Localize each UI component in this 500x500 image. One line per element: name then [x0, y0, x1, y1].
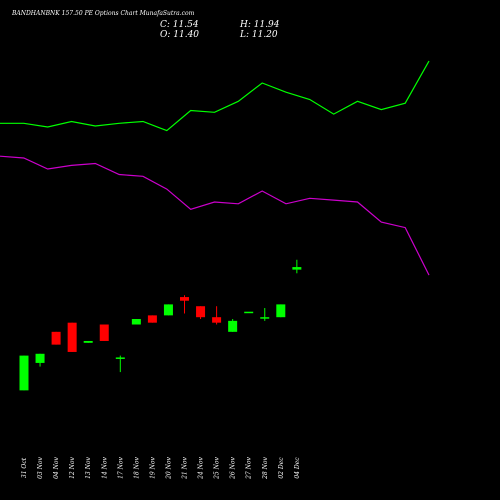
x-tick-label: 02 Dec — [278, 457, 285, 479]
candle — [292, 259, 302, 274]
x-tick-label: 27 Nov — [246, 456, 253, 479]
low-value: L: 11.20 — [239, 30, 278, 40]
x-tick-label: 04 Dec — [294, 457, 301, 479]
candle — [163, 304, 173, 316]
candle — [131, 319, 141, 325]
x-axis-labels: 31 Oct 03 Nov 04 Nov 12 Nov 13 Nov 14 Nov 17 N… — [21, 456, 301, 479]
candle — [260, 308, 270, 321]
candle — [276, 304, 286, 318]
candle-body — [260, 317, 270, 319]
candle-body — [180, 297, 189, 301]
x-tick-label: 18 Nov — [133, 456, 140, 478]
candle — [115, 355, 125, 373]
candle-body — [67, 322, 77, 352]
x-tick-label: 25 Nov — [214, 456, 221, 479]
candle — [19, 355, 29, 391]
candle-body — [35, 353, 45, 363]
x-tick-label: 12 Nov — [69, 456, 76, 478]
candle-body — [99, 324, 109, 341]
lower-band-line — [0, 155, 430, 276]
candle-body — [83, 340, 93, 343]
candle-body — [19, 355, 29, 391]
candle-body — [115, 357, 125, 359]
candle — [212, 306, 222, 325]
x-tick-label: 19 Nov — [149, 456, 156, 478]
x-tick-label: 13 Nov — [85, 456, 92, 478]
candle — [228, 319, 238, 332]
candle — [196, 306, 206, 320]
indicator-lines — [0, 60, 430, 276]
x-tick-label: 31 Oct — [21, 457, 28, 478]
candle-body — [163, 304, 173, 316]
candle-body — [292, 267, 302, 270]
x-tick-label: 17 Nov — [117, 456, 124, 478]
candlesticks — [19, 259, 302, 391]
candle-body — [244, 311, 254, 314]
x-tick-label: 14 Nov — [101, 456, 108, 478]
candle — [83, 340, 93, 343]
upper-band-line — [0, 60, 430, 132]
candle-body — [228, 320, 238, 332]
candle-body — [131, 319, 141, 325]
candle — [35, 353, 45, 367]
x-tick-label: 04 Nov — [53, 456, 60, 478]
candle-body — [147, 315, 157, 323]
candle — [51, 331, 61, 345]
candle-body — [51, 331, 61, 345]
high-value: H: 11.94 — [239, 20, 280, 30]
x-tick-label: 26 Nov — [230, 456, 237, 479]
candle — [147, 315, 157, 323]
x-tick-label: 28 Nov — [262, 456, 269, 479]
x-tick-label: 24 Nov — [198, 456, 205, 479]
candle — [67, 322, 77, 352]
open-value: O: 11.40 — [160, 30, 199, 40]
candle-body — [212, 317, 222, 323]
candle — [180, 295, 189, 314]
candle-body — [276, 304, 286, 318]
x-tick-label: 21 Nov — [182, 456, 189, 479]
candle — [99, 324, 109, 341]
x-tick-label: 03 Nov — [37, 456, 44, 478]
close-value: C: 11.54 — [160, 20, 199, 30]
candle — [244, 311, 254, 314]
chart-title: BANDHANBNK 157.50 PE Options Chart Munaf… — [11, 10, 195, 17]
candle-body — [196, 306, 206, 318]
x-tick-label: 20 Nov — [165, 456, 172, 479]
